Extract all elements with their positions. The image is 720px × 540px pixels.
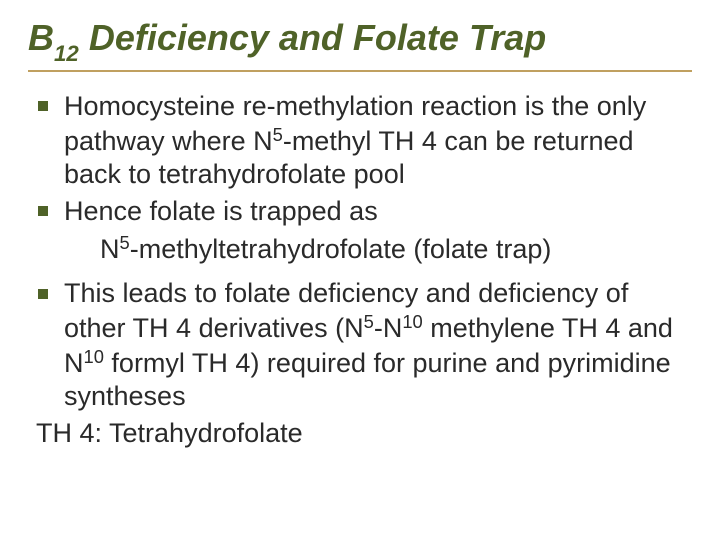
text-run: -N bbox=[374, 313, 403, 343]
text-run: formyl TH 4) required for purine and pyr… bbox=[64, 348, 671, 411]
text-run: N bbox=[100, 234, 120, 264]
indent-line: N5-methyltetrahydrofolate (folate trap) bbox=[28, 231, 692, 267]
superscript: 10 bbox=[84, 346, 104, 367]
superscript: 5 bbox=[120, 232, 130, 253]
bullet-item: Hence folate is trapped as bbox=[64, 195, 692, 228]
slide-title: B12 Deficiency and Folate Trap bbox=[28, 18, 692, 64]
bullet-list-1: Homocysteine re-methylation reaction is … bbox=[28, 90, 692, 228]
title-underline: B12 Deficiency and Folate Trap bbox=[28, 18, 692, 72]
superscript: 5 bbox=[273, 124, 283, 145]
text-run: Hence folate is trapped as bbox=[64, 196, 378, 226]
text-run: -methyltetrahydrofolate (folate trap) bbox=[130, 234, 552, 264]
title-pre: B bbox=[28, 17, 54, 58]
footer-line: TH 4: Tetrahydrofolate bbox=[28, 417, 692, 451]
bullet-item: This leads to folate deficiency and defi… bbox=[64, 277, 692, 413]
title-subscript: 12 bbox=[54, 41, 79, 66]
superscript: 10 bbox=[402, 311, 422, 332]
superscript: 5 bbox=[364, 311, 374, 332]
bullet-item: Homocysteine re-methylation reaction is … bbox=[64, 90, 692, 191]
title-post: Deficiency and Folate Trap bbox=[79, 17, 546, 58]
bullet-list-2: This leads to folate deficiency and defi… bbox=[28, 277, 692, 413]
slide: B12 Deficiency and Folate Trap Homocyste… bbox=[0, 0, 720, 540]
